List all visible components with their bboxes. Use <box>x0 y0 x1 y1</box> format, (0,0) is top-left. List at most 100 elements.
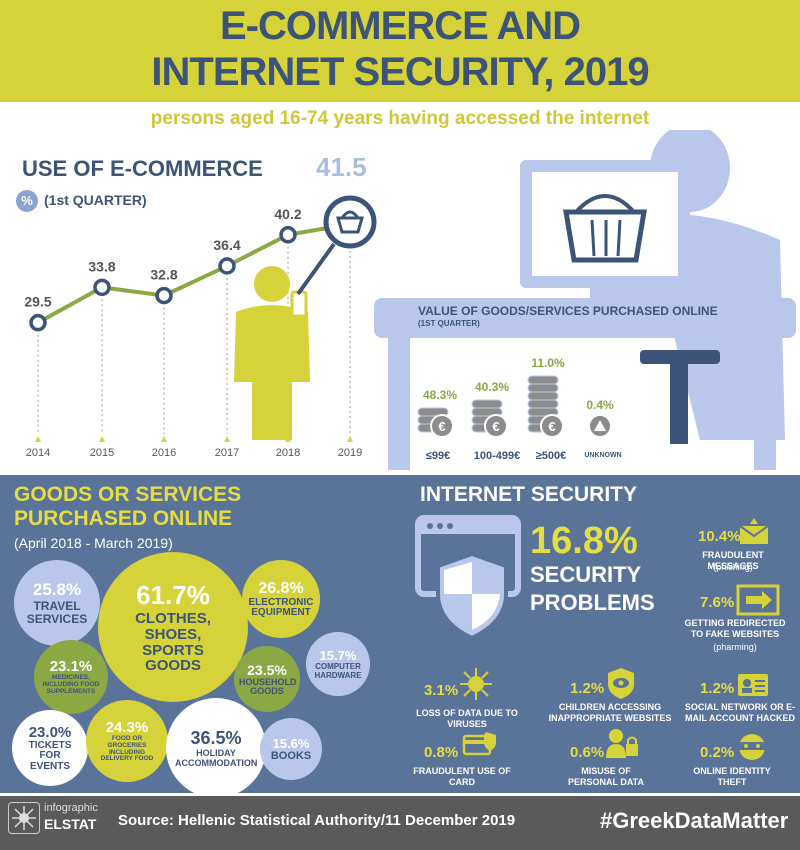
header-band <box>0 0 800 102</box>
identity-label: ONLINE IDENTITY THEFT <box>693 766 771 787</box>
value-goods-pct-3: 11.0% <box>531 356 565 370</box>
chart-x-tick-label: 2019 <box>338 447 362 459</box>
value-goods-label-3: ≥500€ <box>535 450 567 462</box>
goods-title-line1: GOODS OR SERVICES <box>14 483 242 506</box>
id-card-icon <box>738 674 768 696</box>
user-lock-icon <box>606 729 638 758</box>
chart-x-tick-label: 2014 <box>26 447 50 459</box>
footer-bar <box>0 796 800 850</box>
chart-data-label: 40.2 <box>274 206 301 222</box>
identity-value: 0.2% <box>700 744 735 761</box>
pharming-sub: (pharming) <box>713 642 757 652</box>
footer-hashtag: #GreekDataMatter <box>600 808 789 833</box>
chart-point <box>218 257 236 275</box>
page-subtitle: persons aged 16-74 years having accessed… <box>150 108 650 129</box>
elstat-logo-icon <box>8 802 40 834</box>
basket-icon <box>323 195 377 249</box>
card-value: 0.8% <box>424 744 459 761</box>
value-goods-subtitle: (1ST QUARTER) <box>418 319 480 328</box>
bubble-household: 23.5% HOUSEHOLD GOODS <box>234 646 300 712</box>
goods-title-line2: PURCHASED ONLINE <box>14 507 233 530</box>
svg-text:€: € <box>548 419 555 434</box>
chart-tick-marker <box>99 436 105 442</box>
card-icon <box>462 732 496 756</box>
bubble-electronic: 26.8% ELECTRONIC EQUIPMENT <box>242 560 320 638</box>
chart-series-line <box>37 222 351 325</box>
goods-period: (April 2018 - March 2019) <box>14 535 173 551</box>
pointer-line <box>296 242 336 296</box>
chart-point <box>93 278 111 297</box>
envelope-icon <box>739 518 769 544</box>
bubble-clothes: 61.7% CLOTHES, SHOES, SPORTS GOODS <box>98 552 248 702</box>
person-phone-illustration <box>234 266 310 440</box>
chart-x-tick-label: 2017 <box>215 447 239 459</box>
bubble-medicines: 23.1% MEDICINES, INCLUDING FOOD SUPPLEME… <box>34 640 108 714</box>
footer-source: Source: Hellenic Statistical Authority/1… <box>118 812 516 829</box>
virus-icon <box>460 668 492 700</box>
viruses-value: 3.1% <box>424 682 459 699</box>
misuse-value: 0.6% <box>570 744 605 761</box>
chart-point <box>279 226 297 244</box>
chart-x-tick-label: 2018 <box>276 447 300 459</box>
chart-tick-marker <box>35 436 41 442</box>
security-main-value: 16.8% <box>530 520 638 562</box>
coin-stacks-illustration: € € € <box>417 375 612 438</box>
phishing-sub: (phishing) <box>713 562 753 572</box>
masked-thief-icon <box>738 734 766 760</box>
phishing-value: 10.4% <box>698 528 741 545</box>
value-goods-pct-1: 48.3% <box>422 388 458 402</box>
svg-text:€: € <box>492 419 499 434</box>
bubble-holiday: 36.5% HOLIDAY ACCOMMODATION <box>166 698 266 798</box>
chart-data-label: 29.5 <box>24 294 51 310</box>
value-goods-label-2: 100-499€ <box>473 450 521 462</box>
security-main-label-2: PROBLEMS <box>530 590 655 615</box>
ecommerce-title: USE OF E-COMMERCE <box>22 156 263 181</box>
chart-x-tick-label: 2015 <box>90 447 114 459</box>
browser-shield-icon <box>415 515 521 641</box>
children-label: CHILDREN ACCESSING INAPPROPRIATE WEBSITE… <box>548 702 672 723</box>
card-label: FRAUDULENT USE OF CARD <box>413 766 511 787</box>
shield-eye-icon <box>608 668 634 699</box>
bubble-books: 15.6% BOOKS <box>260 718 322 780</box>
bubble-computer: 15.7% COMPUTER HARDWARE <box>306 632 370 696</box>
value-2019-label: 41.5 <box>316 152 367 182</box>
ecommerce-period: (1st QUARTER) <box>44 192 147 208</box>
hacked-value: 1.2% <box>700 680 735 697</box>
pharming-label: GETTING REDIRECTED TO FAKE WEBSITES <box>684 618 786 639</box>
percent-badge: % <box>16 190 38 212</box>
chart-x-tick-label: 2016 <box>152 447 176 459</box>
ecommerce-line-chart: 2014 2015 2016 2017 2018 2019 29.5 33.8 32.8 36.4… <box>24 206 362 459</box>
bubble-tickets: 23.0% TICKETS FOR EVENTS <box>12 710 88 786</box>
chart-point <box>29 313 47 332</box>
hacked-label: SOCIAL NETWORK OR E-MAIL ACCOUNT HACKED <box>684 702 796 723</box>
pharming-value: 7.6% <box>700 594 735 611</box>
chart-tick-marker <box>224 436 230 442</box>
chart-point <box>155 286 173 305</box>
redirect-icon <box>736 584 780 616</box>
value-goods-pct-4: 0.4% <box>586 398 614 412</box>
goods-title: GOODS OR SERVICES PURCHASED ONLINE <box>14 483 241 531</box>
chart-data-label: 32.8 <box>150 267 177 283</box>
viruses-label: LOSS OF DATA DUE TO VIRUSES <box>416 708 518 729</box>
chart-tick-marker <box>161 436 167 442</box>
value-goods-label-1: ≤99€ <box>425 450 451 462</box>
security-title: INTERNET SECURITY <box>420 483 638 506</box>
page-title-line2: INTERNET SECURITY, 2019 <box>151 50 649 94</box>
misuse-label: MISUSE OF PERSONAL DATA <box>567 766 644 787</box>
children-value: 1.2% <box>570 680 605 697</box>
footer-logo-line2: ELSTAT <box>44 816 97 832</box>
value-goods-title: VALUE OF GOODS/SERVICES PURCHASED ONLINE <box>418 304 718 318</box>
value-goods-pct-2: 40.3% <box>474 380 510 394</box>
bubble-travel: 25.8% TRAVEL SERVICES <box>14 560 100 646</box>
value-goods-label-4: UNKNOWN <box>584 452 622 459</box>
chart-tick-marker <box>347 436 353 442</box>
chart-data-label: 33.8 <box>88 258 115 274</box>
svg-text:€: € <box>438 419 445 434</box>
computer-desk-illustration <box>374 130 796 470</box>
phishing-label: FRAUDULENT MESSAGES <box>702 550 764 571</box>
page-title-line1: E-COMMERCE AND <box>219 4 581 48</box>
footer-logo-line1: infographic <box>44 802 98 814</box>
chart-data-label: 36.4 <box>213 237 240 253</box>
security-main-label-1: SECURITY <box>530 562 642 587</box>
bubble-food: 24.3% FOOD OR GROCERIES INCLUDING DELIVE… <box>86 700 168 782</box>
